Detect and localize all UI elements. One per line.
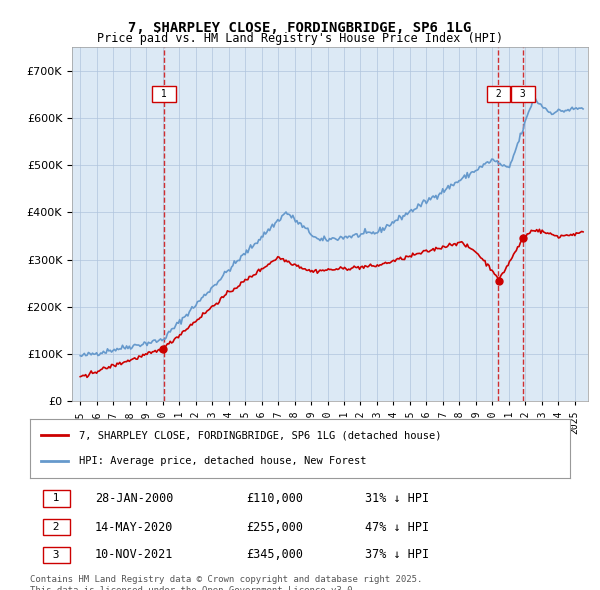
Text: 3: 3 <box>46 550 67 560</box>
Text: 10-NOV-2021: 10-NOV-2021 <box>95 549 173 562</box>
Text: Contains HM Land Registry data © Crown copyright and database right 2025.
This d: Contains HM Land Registry data © Crown c… <box>30 575 422 590</box>
Text: 1: 1 <box>155 90 173 99</box>
Text: 7, SHARPLEY CLOSE, FORDINGBRIDGE, SP6 1LG (detached house): 7, SHARPLEY CLOSE, FORDINGBRIDGE, SP6 1L… <box>79 431 441 440</box>
Text: £345,000: £345,000 <box>246 549 303 562</box>
Text: £255,000: £255,000 <box>246 520 303 533</box>
Text: 28-JAN-2000: 28-JAN-2000 <box>95 492 173 505</box>
Text: 47% ↓ HPI: 47% ↓ HPI <box>365 520 429 533</box>
Text: 2: 2 <box>46 522 67 532</box>
Text: Price paid vs. HM Land Registry's House Price Index (HPI): Price paid vs. HM Land Registry's House … <box>97 32 503 45</box>
Text: £110,000: £110,000 <box>246 492 303 505</box>
Text: 2: 2 <box>490 90 507 99</box>
Text: 37% ↓ HPI: 37% ↓ HPI <box>365 549 429 562</box>
Text: 7, SHARPLEY CLOSE, FORDINGBRIDGE, SP6 1LG: 7, SHARPLEY CLOSE, FORDINGBRIDGE, SP6 1L… <box>128 21 472 35</box>
Text: 1: 1 <box>46 493 67 503</box>
Text: HPI: Average price, detached house, New Forest: HPI: Average price, detached house, New … <box>79 457 366 466</box>
Text: 3: 3 <box>514 90 532 99</box>
Text: 14-MAY-2020: 14-MAY-2020 <box>95 520 173 533</box>
Text: 31% ↓ HPI: 31% ↓ HPI <box>365 492 429 505</box>
